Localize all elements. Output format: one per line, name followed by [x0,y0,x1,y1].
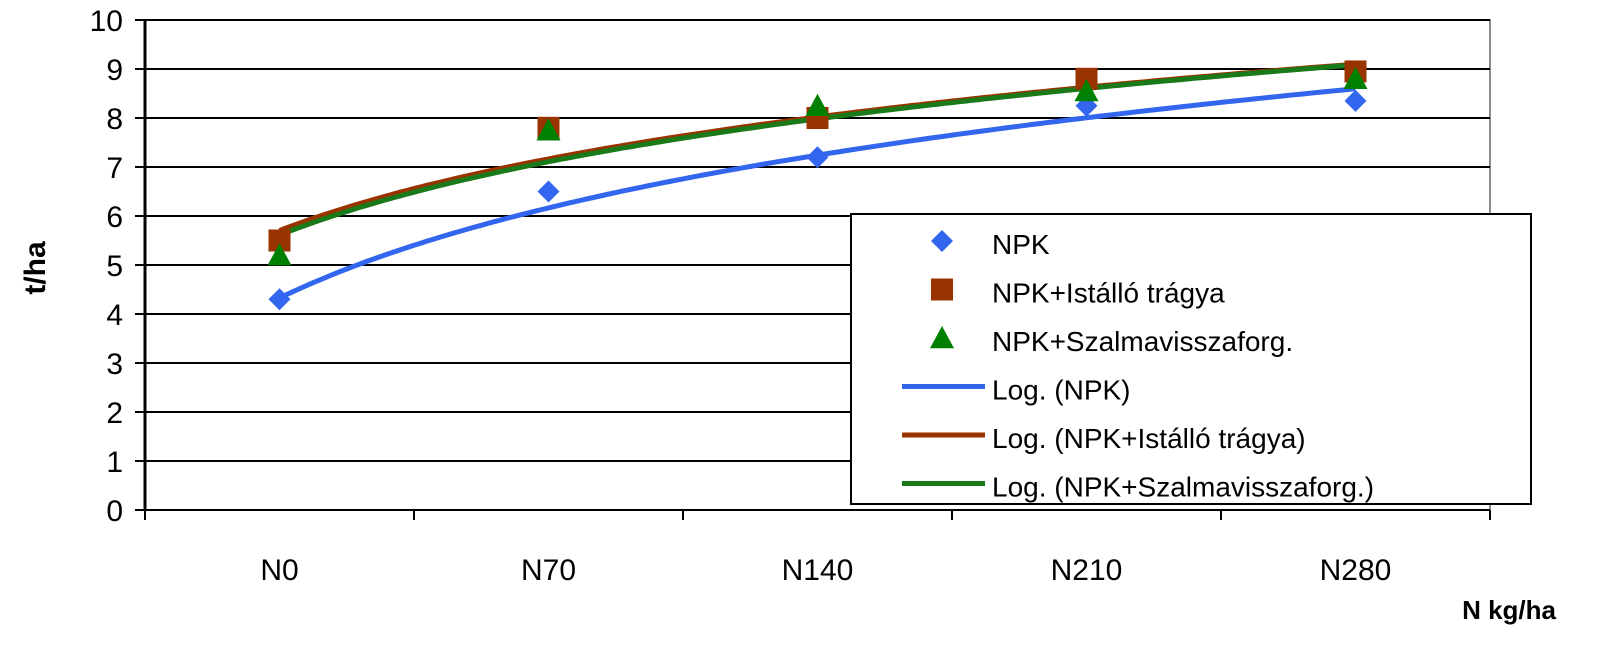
x-tick-label: N140 [782,554,854,587]
legend-label: Log. (NPK+Istálló trágya) [992,423,1306,454]
y-tick-label: 7 [106,152,123,185]
legend-box [850,213,1532,505]
y-tick-label: 4 [106,299,123,332]
y-tick-label: 10 [90,5,123,38]
x-tick-label: N210 [1051,554,1123,587]
y-tick-label: 6 [106,201,123,234]
legend-label: Log. (NPK) [992,375,1131,406]
legend-marker [930,326,954,349]
data-markers [267,60,1368,311]
legend-label: Log. (NPK+Szalmavisszaforg.) [992,472,1374,503]
y-tick-label: 0 [106,495,123,528]
y-tick-label: 5 [106,250,123,283]
data-point [806,146,829,169]
legend-label: NPK+Szalmavisszaforg. [992,326,1293,357]
data-point [268,229,291,252]
data-point [536,118,561,141]
data-point [1074,79,1099,102]
data-point [1075,67,1098,90]
legend-label: NPK+Istálló trágya [992,278,1225,309]
x-axis-title: N kg/ha [1462,595,1556,625]
x-tick-label: N0 [260,554,298,587]
data-point [537,180,560,203]
data-point [1343,66,1368,89]
x-tick-label: N280 [1320,554,1392,587]
legend-label: NPK [992,229,1050,260]
legend-marker [931,278,953,301]
legend: NPK NPK+Istálló trágya NPK+Szalmavisszafor… [850,213,1532,505]
y-tick-label: 8 [106,103,123,136]
y-tick-label: 2 [106,397,123,430]
y-tick-labels: 0 1 2 3 4 5 6 7 8 9 10 [90,5,123,528]
data-point [268,288,291,311]
x-tick-label: N70 [521,554,576,587]
data-point [267,243,292,266]
data-point [1344,89,1367,112]
axes [135,19,1491,520]
y-tick-label: 1 [106,446,123,479]
x-tick-labels: N0 N70 N140 N210 N280 [260,554,1391,587]
y-tick-label: 3 [106,348,123,381]
y-tick-label: 9 [106,54,123,87]
data-point [805,93,830,116]
legend-marker [931,230,953,252]
y-axis-title: t/ha [19,241,52,295]
